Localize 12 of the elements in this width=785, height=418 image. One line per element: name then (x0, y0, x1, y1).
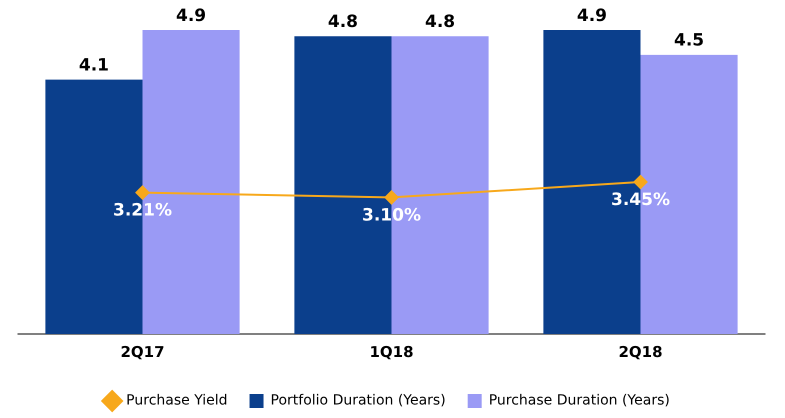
data-label: 4.5 (674, 30, 704, 51)
x-tick-label: 2Q17 (120, 342, 165, 361)
x-tick-label: 2Q18 (618, 342, 663, 361)
data-label: 4.9 (176, 6, 206, 26)
legend-label: Portfolio Duration (Years) (270, 392, 446, 409)
data-label: 4.9 (576, 6, 608, 26)
legend-label: Purchase Yield (126, 392, 228, 409)
data-label: 4.1 (78, 56, 110, 76)
x-tick-label: 1Q18 (369, 342, 414, 361)
data-label: 4.8 (328, 12, 358, 32)
legend-label: Purchase Duration (Years) (488, 392, 670, 409)
data-label: 4.8 (424, 12, 456, 32)
